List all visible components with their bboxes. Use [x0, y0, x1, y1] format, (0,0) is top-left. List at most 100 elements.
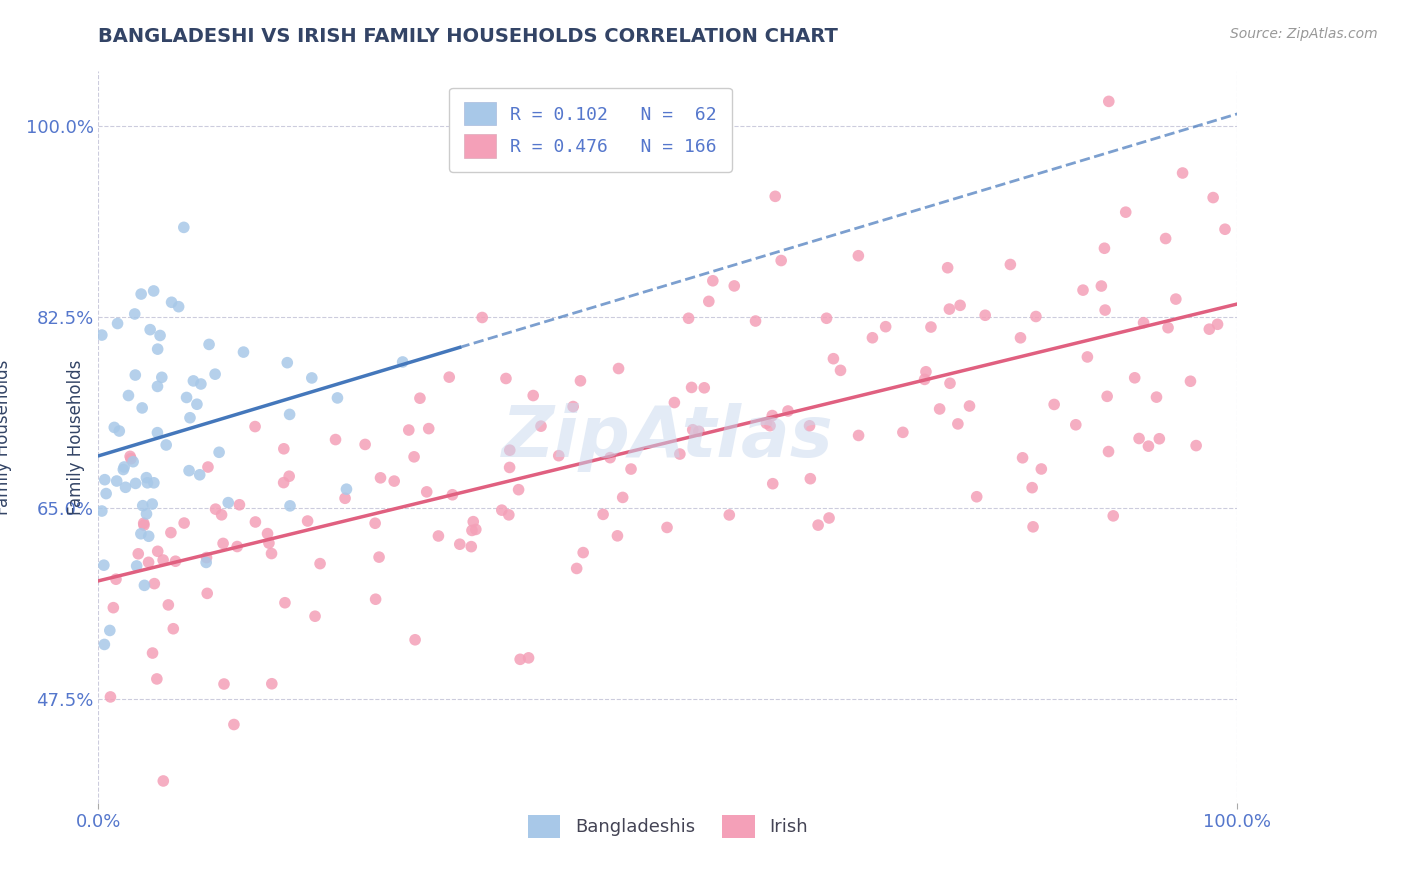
Point — [1171, 166, 1194, 180]
Point — [364, 592, 387, 607]
Point — [136, 475, 159, 490]
Point — [368, 550, 391, 565]
Point — [94, 473, 117, 487]
Point — [124, 307, 146, 321]
Point — [1137, 439, 1160, 453]
Point — [1090, 279, 1112, 293]
Point — [146, 379, 169, 393]
Point — [669, 447, 692, 461]
Point — [547, 449, 569, 463]
Point — [152, 553, 174, 567]
Point — [1206, 318, 1229, 332]
Point — [204, 367, 226, 381]
Point — [1097, 444, 1119, 458]
Point — [830, 363, 852, 377]
Point — [799, 418, 821, 433]
Point — [146, 342, 169, 356]
Point — [1185, 439, 1208, 453]
Point — [155, 438, 177, 452]
Point — [1022, 520, 1045, 534]
Point — [160, 525, 183, 540]
Point — [124, 476, 146, 491]
Point — [256, 526, 278, 541]
Point — [135, 470, 157, 484]
Point — [146, 544, 169, 558]
Point — [217, 495, 239, 509]
Point — [152, 774, 174, 789]
Point — [1115, 205, 1137, 219]
Point — [1095, 389, 1118, 403]
Point — [226, 540, 249, 554]
Point — [1064, 417, 1087, 432]
Point — [463, 515, 485, 529]
Point — [599, 450, 621, 465]
Point — [938, 302, 960, 317]
Point — [333, 491, 356, 506]
Point — [620, 462, 643, 476]
Point — [946, 417, 969, 431]
Point — [173, 220, 195, 235]
Point — [146, 425, 169, 440]
Point — [1213, 222, 1236, 236]
Point — [195, 556, 218, 570]
Point — [197, 460, 219, 475]
Point — [212, 536, 235, 550]
Point — [208, 445, 231, 459]
Point — [693, 381, 716, 395]
Point — [1071, 283, 1094, 297]
Point — [1021, 481, 1043, 495]
Point — [702, 274, 724, 288]
Point — [572, 546, 595, 560]
Point — [770, 253, 793, 268]
Point — [173, 516, 195, 530]
Point — [108, 424, 131, 438]
Point — [112, 460, 135, 475]
Point — [1180, 374, 1202, 388]
Point — [304, 609, 326, 624]
Point — [807, 518, 830, 533]
Point — [273, 475, 295, 490]
Point — [522, 388, 544, 402]
Point — [195, 550, 218, 565]
Point — [260, 547, 283, 561]
Point — [162, 622, 184, 636]
Point — [697, 294, 720, 309]
Point — [274, 596, 297, 610]
Point — [815, 311, 838, 326]
Point — [276, 356, 298, 370]
Point — [112, 462, 135, 476]
Point — [222, 717, 245, 731]
Point — [427, 529, 450, 543]
Point — [138, 529, 160, 543]
Point — [461, 524, 484, 538]
Point — [655, 520, 678, 534]
Point — [125, 558, 148, 573]
Point — [103, 600, 125, 615]
Point — [93, 558, 115, 573]
Point — [799, 472, 821, 486]
Point — [1000, 258, 1022, 272]
Point — [103, 420, 125, 434]
Point — [301, 371, 323, 385]
Point — [1102, 508, 1125, 523]
Point — [471, 310, 494, 325]
Point — [132, 499, 155, 513]
Point — [90, 328, 112, 343]
Point — [928, 401, 950, 416]
Point — [464, 523, 486, 537]
Point — [142, 284, 165, 298]
Point — [848, 428, 870, 442]
Point — [875, 319, 897, 334]
Point — [177, 464, 200, 478]
Point — [139, 323, 162, 337]
Point — [146, 672, 169, 686]
Point — [678, 311, 700, 326]
Point — [1157, 320, 1180, 334]
Point — [138, 555, 160, 569]
Point — [325, 433, 347, 447]
Point — [920, 320, 942, 334]
Point — [744, 314, 766, 328]
Point — [418, 422, 440, 436]
Point — [370, 471, 392, 485]
Point — [1128, 432, 1150, 446]
